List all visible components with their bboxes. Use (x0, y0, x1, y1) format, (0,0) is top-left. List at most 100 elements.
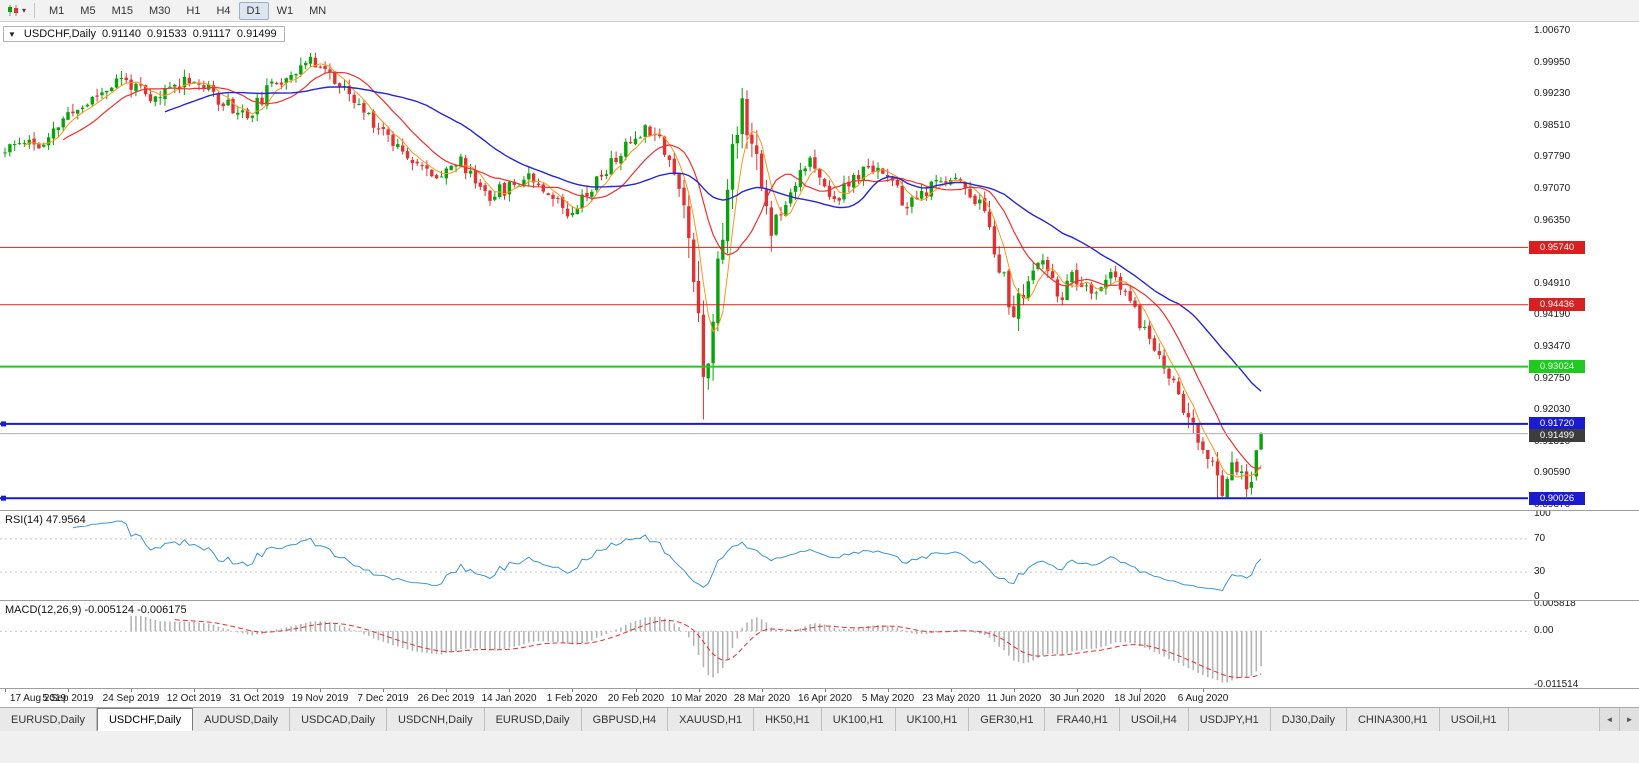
time-axis-label: 11 Jun 2020 (986, 693, 1042, 704)
time-axis-label: 24 Sep 2019 (102, 693, 160, 704)
price-axis-label: 0.93470 (1534, 341, 1571, 352)
timeframe-button-m30[interactable]: M30 (148, 4, 171, 17)
timeframe-button-m5[interactable]: M5 (80, 4, 96, 17)
time-axis-tick (383, 689, 384, 692)
timeframe-button-m15[interactable]: M15 (111, 4, 133, 17)
chart-header: ▼ USDCHF,Daily 0.91140 0.91533 0.91117 0… (3, 26, 285, 42)
time-axis-tick (68, 689, 69, 692)
timeframe-buttons: M1 M5 M15 M30 H1 H4 D1 W1 MN (41, 1, 334, 20)
tab-scroll-left-icon[interactable]: ◄ (1599, 708, 1619, 731)
rsi-chart-canvas[interactable] (0, 511, 1639, 600)
chart-tab-dj30-daily[interactable]: DJ30,Daily (1270, 708, 1347, 731)
time-axis-label: 23 May 2020 (922, 693, 980, 704)
macd-label: MACD(12,26,9) -0.005124 -0.006175 (5, 604, 187, 616)
chart-symbol-label: USDCHF,Daily (23, 28, 97, 40)
chart-tab-uk100-h1[interactable]: UK100,H1 (895, 708, 970, 731)
chart-tabbar: EURUSD,Daily USDCHF,Daily AUDUSD,Daily USDC… (0, 707, 1639, 731)
price-axis-label: 0.94910 (1534, 278, 1571, 289)
time-axis-tick (1140, 689, 1141, 692)
chart-tab-usdcnh-daily[interactable]: USDCNH,Daily (387, 708, 485, 731)
time-axis-tick (699, 689, 700, 692)
chart-tab-audusd-daily[interactable]: AUDUSD,Daily (193, 708, 291, 731)
rsi-axis-label: 70 (1534, 533, 1546, 544)
panel-splitter[interactable] (0, 510, 1639, 511)
time-axis-tick (131, 689, 132, 692)
time-axis[interactable]: 17 Aug 2019 5 Sep 2019 24 Sep 2019 12 Oct 2… (0, 688, 1639, 708)
macd-chart-canvas[interactable] (0, 601, 1639, 688)
price-axis-label: 1.00670 (1534, 25, 1571, 36)
time-axis-tick (1203, 689, 1204, 692)
timeframe-button-h1[interactable]: H1 (186, 4, 201, 17)
price-level-tag: 0.91720 (1529, 417, 1585, 430)
price-axis-label: 0.99230 (1534, 88, 1571, 99)
price-axis-label: 0.92030 (1534, 404, 1571, 415)
time-axis-label: 17 Aug 2019 (9, 693, 67, 704)
timeframe-button-h4[interactable]: H4 (216, 4, 231, 17)
chart-tab-uk100-h1[interactable]: UK100,H1 (821, 708, 896, 731)
time-axis-label: 28 Mar 2020 (733, 693, 791, 704)
chart-type-button[interactable]: ▾ (4, 3, 28, 18)
collapse-chart-icon[interactable]: ▼ (8, 29, 16, 39)
timeframe-button-w1[interactable]: W1 (276, 4, 294, 17)
timeframe-button-m1[interactable]: M1 (49, 4, 65, 17)
tab-scroll-right-icon[interactable]: ► (1619, 708, 1639, 731)
chart-tab-usdjpy-h1[interactable]: USDJPY,H1 (1188, 708, 1271, 731)
price-axis-label: 0.99950 (1534, 57, 1571, 68)
timeframe-button-mn[interactable]: MN (309, 4, 327, 17)
time-axis-label: 1 Feb 2020 (546, 693, 598, 704)
chart-tab-usoil-h1[interactable]: USOil,H1 (1439, 708, 1509, 731)
time-axis-label: 14 Jan 2020 (481, 693, 537, 704)
chart-tab-usdcad-daily[interactable]: USDCAD,Daily (290, 708, 388, 731)
time-axis-label: 16 Apr 2020 (798, 693, 852, 704)
price-axis-label: 0.98510 (1534, 120, 1571, 131)
chart-tab-gbpusd-h4[interactable]: GBPUSD,H4 (581, 708, 669, 731)
chart-tab-usdchf-daily[interactable]: USDCHF,Daily (96, 708, 194, 731)
panel-splitter[interactable] (0, 600, 1639, 601)
price-axis-label: 0.96350 (1534, 215, 1571, 226)
time-axis-label: 5 May 2020 (861, 693, 915, 704)
time-axis-tick (446, 689, 447, 692)
time-axis-tick (5, 689, 6, 692)
time-axis-tick (825, 689, 826, 692)
time-axis-label: 12 Oct 2019 (166, 693, 222, 704)
timeframe-button-d1[interactable]: D1 (238, 1, 269, 20)
tab-scroll-buttons: ◄ ► (1599, 708, 1639, 731)
time-axis-label: 19 Nov 2019 (291, 693, 349, 704)
time-axis-tick (257, 689, 258, 692)
time-axis-label: 18 Jul 2020 (1114, 693, 1166, 704)
chart-low-value: 0.91117 (192, 28, 231, 40)
chart-tab-china300-h1[interactable]: CHINA300,H1 (1346, 708, 1440, 731)
chart-tab-eurusd-daily[interactable]: EURUSD,Daily (484, 708, 582, 731)
chart-workspace: ▼ USDCHF,Daily 0.91140 0.91533 0.91117 0… (0, 22, 1639, 708)
rsi-axis-label: 100 (1534, 511, 1551, 519)
price-chart-canvas[interactable] (0, 22, 1639, 510)
candlestick-chart-icon (8, 5, 18, 16)
time-axis-tick (762, 689, 763, 692)
time-axis-tick (320, 689, 321, 692)
price-level-tag: 0.93024 (1529, 360, 1585, 373)
price-axis-label: 0.94190 (1534, 309, 1571, 320)
time-axis-label: 31 Oct 2019 (229, 693, 285, 704)
time-axis-tick (194, 689, 195, 692)
chart-tab-hk50-h1[interactable]: HK50,H1 (754, 708, 822, 731)
chart-open-value: 0.91140 (102, 28, 141, 40)
price-level-tag: 0.95740 (1529, 241, 1585, 254)
chart-tab-xauusd-h1[interactable]: XAUUSD,H1 (668, 708, 755, 731)
chart-tab-usoil-h4[interactable]: USOil,H4 (1119, 708, 1189, 731)
price-axis-label: 0.92750 (1534, 373, 1571, 384)
time-axis-label: 6 Aug 2020 (1177, 693, 1229, 704)
macd-axis-label: 0.005818 (1534, 601, 1576, 609)
chart-tab-ger30-h1[interactable]: GER30,H1 (969, 708, 1046, 731)
time-axis-label: 20 Feb 2020 (607, 693, 665, 704)
dropdown-caret-icon: ▾ (22, 6, 27, 15)
time-axis-tick (1014, 689, 1015, 692)
price-axis-label: 0.97790 (1534, 151, 1571, 162)
time-axis-label: 30 Jun 2020 (1049, 693, 1105, 704)
current-price-tag: 0.91499 (1529, 429, 1585, 442)
macd-axis-label: 0.00 (1534, 625, 1554, 636)
time-axis-label: 10 Mar 2020 (670, 693, 728, 704)
chart-tab-eurusd-daily[interactable]: EURUSD,Daily (0, 708, 97, 731)
time-axis-tick (888, 689, 889, 692)
macd-axis-label: -0.011514 (1534, 679, 1579, 688)
chart-tab-fra40-h1[interactable]: FRA40,H1 (1045, 708, 1120, 731)
